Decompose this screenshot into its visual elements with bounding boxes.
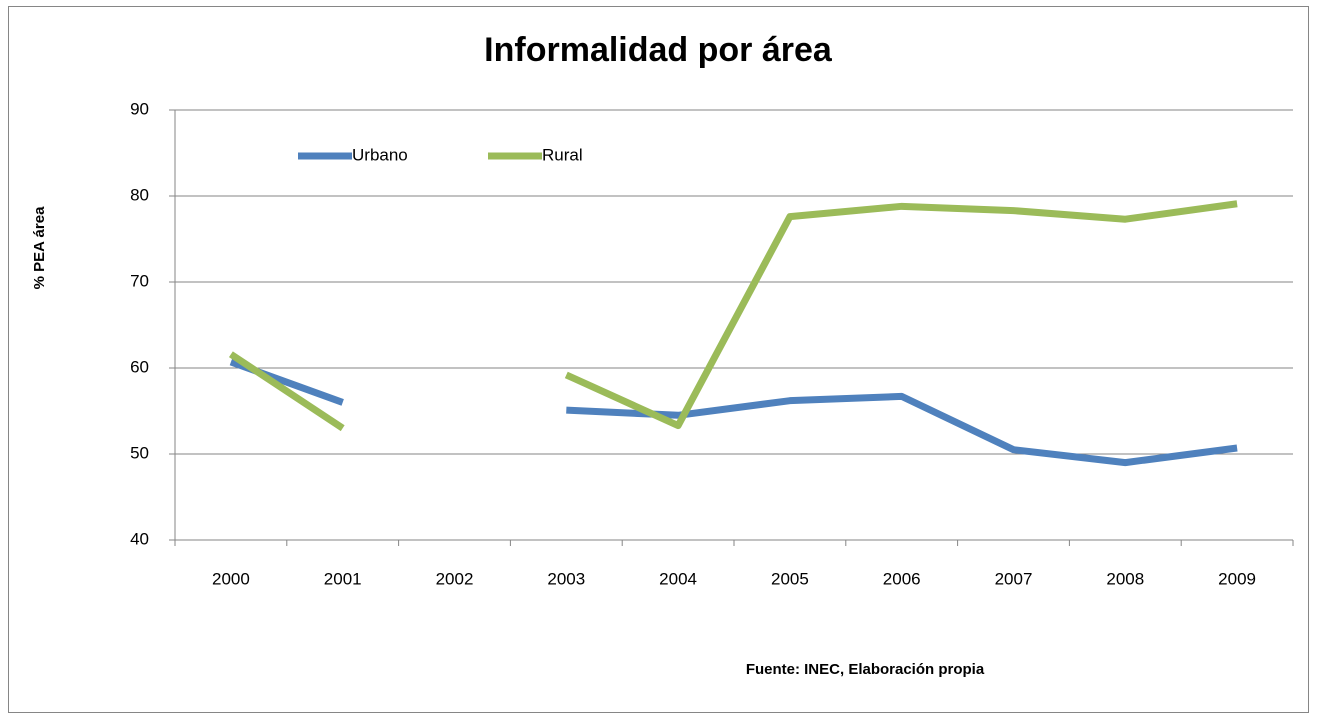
x-tick-label: 2008 <box>1106 569 1144 588</box>
x-tick-label: 2007 <box>995 569 1033 588</box>
y-tick-label: 80 <box>130 185 149 204</box>
chart-title: Informalidad por área <box>484 31 833 69</box>
series-line <box>228 200 1238 432</box>
x-tick-label: 2002 <box>436 569 474 588</box>
x-tick-label: 2004 <box>659 569 697 588</box>
y-tick-label: 50 <box>130 443 149 462</box>
x-tick-label: 2003 <box>547 569 585 588</box>
x-tick-label: 2000 <box>212 569 250 588</box>
x-tick-label: 2009 <box>1218 569 1256 588</box>
y-tick-label: 40 <box>130 529 149 548</box>
y-axis-label: % PEA área <box>31 206 48 289</box>
chart-border <box>8 6 1309 713</box>
legend-label: Urbano <box>352 145 408 164</box>
x-tick-label: 2001 <box>324 569 362 588</box>
source-note: Fuente: INEC, Elaboración propia <box>746 661 985 678</box>
y-tick-label: 90 <box>130 99 149 118</box>
x-tick-label: 2006 <box>883 569 921 588</box>
y-tick-label: 60 <box>130 357 149 376</box>
y-tick-label: 70 <box>130 271 149 290</box>
legend-label: Rural <box>542 145 583 164</box>
x-tick-label: 2005 <box>771 569 809 588</box>
